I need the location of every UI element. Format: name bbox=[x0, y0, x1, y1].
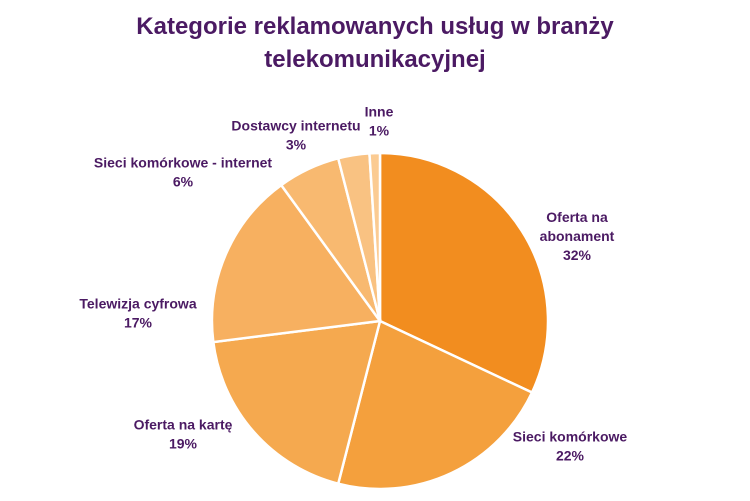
slice-value-label: 32% bbox=[563, 247, 592, 263]
pie-slice-0 bbox=[378, 151, 550, 395]
slice-value-label: 3% bbox=[286, 137, 307, 153]
slice-category-label: Dostawcy internetu bbox=[231, 118, 360, 134]
chart-title-line-2: telekomunikacyjnej bbox=[264, 46, 486, 73]
slice-label-4: Sieci komórkowe - internet 6% bbox=[94, 155, 272, 190]
slice-label-6: Inne 1% bbox=[365, 104, 394, 139]
slice-category-label: Telewizja cyfrowa bbox=[79, 296, 196, 312]
slice-value-label: 1% bbox=[369, 123, 390, 139]
pie-slice-6 bbox=[368, 151, 382, 322]
slice-label-1: Sieci komórkowe 22% bbox=[513, 429, 628, 464]
slices-layer bbox=[210, 151, 550, 491]
slice-category-label: Sieci komórkowe bbox=[513, 429, 628, 445]
slice-label-3: Telewizja cyfrowa 17% bbox=[79, 296, 196, 331]
slice-category-label: Inne bbox=[365, 104, 394, 120]
slice-value-label: 22% bbox=[556, 448, 585, 464]
pie-slice-1 bbox=[336, 319, 534, 491]
slice-label-0: Oferta na abonament 32% bbox=[540, 209, 615, 263]
slice-value-label: 6% bbox=[173, 174, 194, 190]
slice-label-2: Oferta na kartę 19% bbox=[134, 417, 233, 452]
chart-title: Kategorie reklamowanych usług w branży t… bbox=[0, 10, 750, 76]
slice-category-label: Sieci komórkowe - internet bbox=[94, 155, 272, 171]
chart-title-line-1: Kategorie reklamowanych usług w branży bbox=[136, 13, 614, 40]
pie-slice-2 bbox=[211, 319, 382, 486]
labels-layer: Oferta na abonament 32% Sieci komórkowe 22% O… bbox=[79, 104, 627, 464]
pie-slice-3 bbox=[210, 183, 383, 344]
slice-category-label: Oferta na bbox=[546, 209, 608, 225]
slice-category-label: Oferta na kartę bbox=[134, 417, 233, 433]
slice-category-label: abonament bbox=[540, 228, 615, 244]
slice-value-label: 19% bbox=[169, 436, 198, 452]
slice-label-5: Dostawcy internetu 3% bbox=[231, 118, 360, 153]
slice-value-label: 17% bbox=[124, 315, 153, 331]
